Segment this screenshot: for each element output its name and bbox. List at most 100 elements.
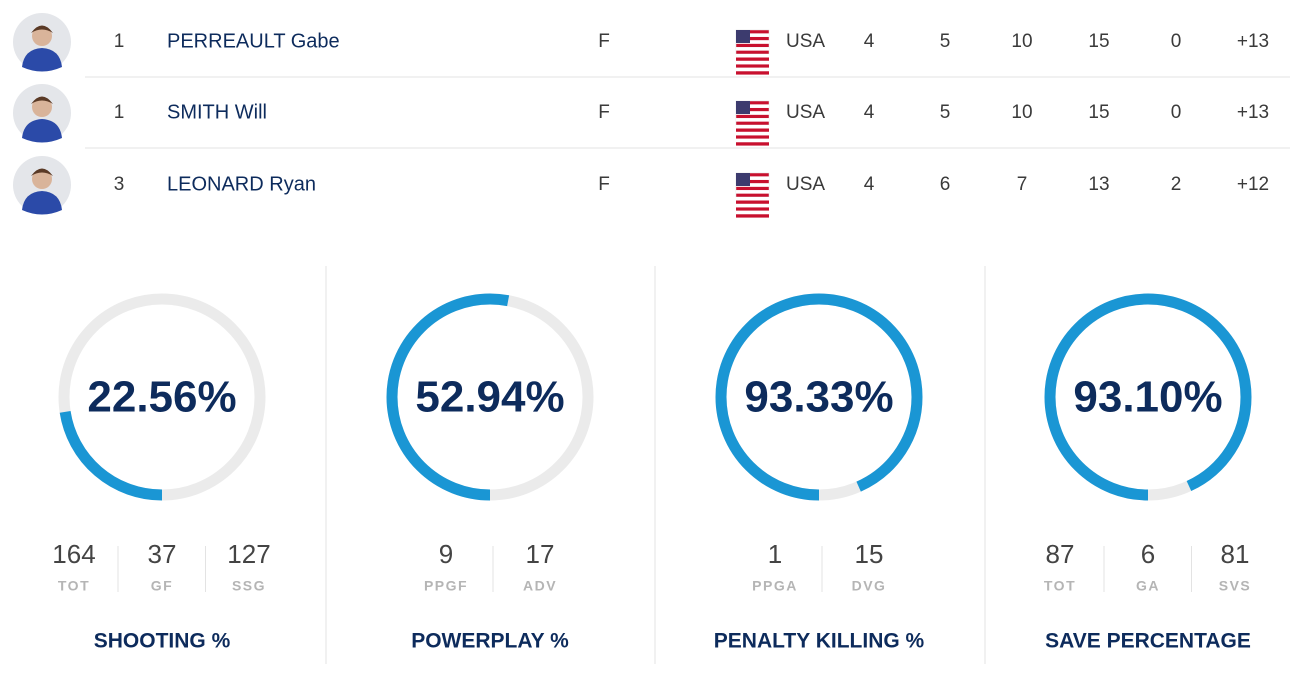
player-country: USA bbox=[786, 31, 825, 52]
stat-label: PPGF bbox=[424, 578, 468, 594]
player-position: F bbox=[598, 102, 610, 123]
avatar-jersey bbox=[22, 191, 62, 215]
player-stat: 0 bbox=[1171, 31, 1182, 52]
player-stat: 5 bbox=[940, 31, 951, 52]
avatar-hair bbox=[31, 25, 53, 33]
stat-label: SSG bbox=[232, 578, 266, 594]
player-stat: 15 bbox=[1088, 102, 1109, 123]
flag-white bbox=[736, 131, 769, 136]
flag-white bbox=[736, 33, 769, 37]
stat-number: 6 bbox=[1141, 539, 1155, 569]
flag-canton bbox=[736, 101, 750, 114]
stat-number: 1 bbox=[768, 539, 782, 569]
country-flag bbox=[735, 172, 770, 218]
player-stat: 2 bbox=[1171, 174, 1182, 195]
player-stat: 5 bbox=[940, 102, 951, 123]
player-position: F bbox=[598, 31, 610, 52]
flag-stripe bbox=[736, 179, 769, 184]
flag-stripe bbox=[736, 173, 769, 177]
avatar-jersey bbox=[22, 119, 62, 143]
flag-stripe bbox=[736, 214, 769, 218]
flag-stripe bbox=[736, 207, 769, 211]
flag-stripe bbox=[736, 64, 769, 68]
gauge-title: POWERPLAY % bbox=[411, 630, 569, 653]
flag-stripe bbox=[736, 101, 769, 105]
gauge-title: SAVE PERCENTAGE bbox=[1045, 630, 1251, 653]
flag-white bbox=[736, 111, 769, 115]
player-name: LEONARD Ryan bbox=[167, 173, 316, 195]
country-flag bbox=[735, 29, 770, 75]
gauge-value: 93.10% bbox=[1073, 373, 1222, 422]
stat-label: GF bbox=[151, 578, 173, 594]
gauge-title: SHOOTING % bbox=[94, 630, 231, 653]
stat-number: 164 bbox=[52, 539, 95, 569]
player-stat: 4 bbox=[864, 31, 875, 52]
flag-stripe bbox=[736, 36, 769, 41]
stat-number: 9 bbox=[439, 539, 453, 569]
player-name: SMITH Will bbox=[167, 101, 267, 123]
flag-white bbox=[736, 67, 769, 72]
avatar-hair bbox=[31, 168, 53, 176]
flag-stripe bbox=[736, 50, 769, 55]
flag-white bbox=[736, 210, 769, 215]
stat-label: SVS bbox=[1219, 578, 1252, 594]
flag-stripe bbox=[736, 121, 769, 126]
stat-number: 81 bbox=[1221, 539, 1250, 569]
flag-white bbox=[736, 183, 769, 187]
player-name: PERREAULT Gabe bbox=[167, 30, 340, 52]
flag-stripe bbox=[736, 142, 769, 146]
player-rank: 1 bbox=[114, 31, 125, 52]
flag-stripe bbox=[736, 30, 769, 34]
flag-white bbox=[736, 40, 769, 44]
avatar-hair bbox=[31, 96, 53, 104]
stat-label: GA bbox=[1136, 578, 1160, 594]
gauge-arc bbox=[715, 293, 923, 501]
flag-white bbox=[736, 138, 769, 143]
flag-stripe bbox=[736, 186, 769, 191]
player-stat: 10 bbox=[1011, 31, 1032, 52]
stat-label: PPGA bbox=[752, 578, 798, 594]
flag-stripe bbox=[736, 135, 769, 139]
stat-number: 15 bbox=[855, 539, 884, 569]
flag-stripe bbox=[736, 43, 769, 48]
avatar-jersey bbox=[22, 48, 62, 72]
player-country: USA bbox=[786, 174, 825, 195]
player-stat: 10 bbox=[1011, 102, 1032, 123]
player-stat: +13 bbox=[1237, 102, 1269, 123]
player-position: F bbox=[598, 174, 610, 195]
avatar-head bbox=[32, 97, 52, 117]
player-rank: 3 bbox=[114, 174, 125, 195]
player-avatar bbox=[13, 84, 71, 143]
player-stat: +12 bbox=[1237, 174, 1269, 195]
flag-stripe bbox=[736, 128, 769, 132]
flag-stripe bbox=[736, 193, 769, 198]
flag-white bbox=[736, 125, 769, 129]
flag-stripe bbox=[736, 57, 769, 61]
flag-stripe bbox=[736, 71, 769, 75]
player-stat: 15 bbox=[1088, 31, 1109, 52]
gauge-title: PENALTY KILLING % bbox=[714, 630, 925, 653]
flag-canton bbox=[736, 30, 750, 43]
stat-number: 17 bbox=[526, 539, 555, 569]
stat-label: TOT bbox=[58, 578, 90, 594]
gauge-value: 22.56% bbox=[87, 373, 236, 422]
player-stat: +13 bbox=[1237, 31, 1269, 52]
stat-number: 127 bbox=[227, 539, 270, 569]
stat-number: 37 bbox=[148, 539, 177, 569]
flag-stripe bbox=[736, 200, 769, 204]
flag-stripe bbox=[736, 107, 769, 112]
flag-white bbox=[736, 47, 769, 51]
player-stat: 0 bbox=[1171, 102, 1182, 123]
flag-white bbox=[736, 203, 769, 208]
player-stat: 13 bbox=[1088, 174, 1109, 195]
flag-white bbox=[736, 197, 769, 201]
player-stat: 6 bbox=[940, 174, 951, 195]
stat-label: ADV bbox=[523, 578, 557, 594]
avatar-head bbox=[32, 169, 52, 189]
player-country: USA bbox=[786, 102, 825, 123]
player-rank: 1 bbox=[114, 102, 125, 123]
flag-white bbox=[736, 54, 769, 58]
player-stat: 7 bbox=[1017, 174, 1028, 195]
stat-label: TOT bbox=[1044, 578, 1076, 594]
